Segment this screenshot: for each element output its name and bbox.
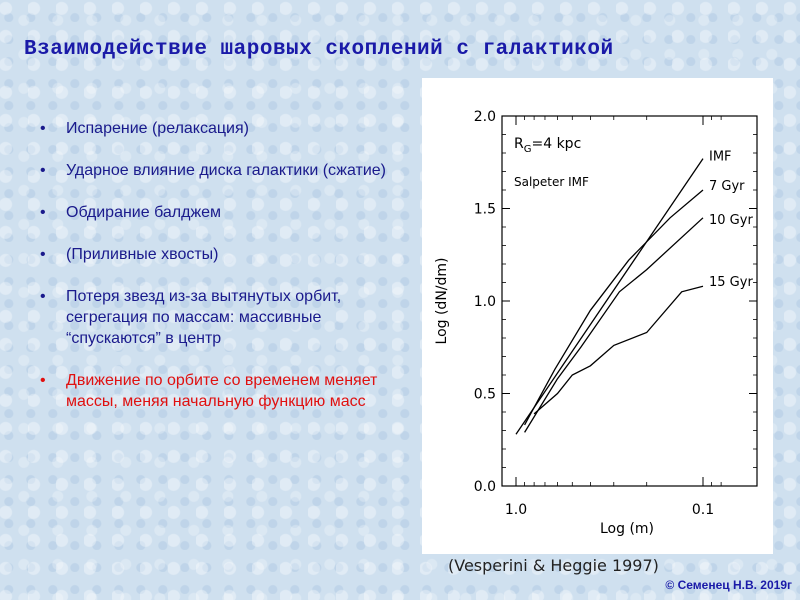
bullet-item: Потеря звезд из-за вытянутых орбит, сегр… bbox=[40, 286, 390, 349]
series-label: IMF bbox=[709, 150, 732, 165]
x-tick-label: 1.0 bbox=[505, 502, 527, 518]
annotation-rg: RG=4 kpc bbox=[514, 136, 581, 155]
y-tick-label: 0.0 bbox=[474, 479, 496, 495]
series-label: 7 Gyr bbox=[709, 179, 745, 194]
annotation-salpeter: Salpeter IMF bbox=[514, 175, 589, 189]
series-lines: IMF 7 Gyr 10 Gyr 15 Gyr bbox=[515, 150, 753, 435]
plot-frame bbox=[501, 115, 758, 487]
citation: (Vesperini & Heggie 1997) bbox=[448, 556, 659, 575]
bullet-item-highlight: Движение по орбите со временем меняет ма… bbox=[40, 370, 390, 412]
series-label: 15 Gyr bbox=[709, 275, 753, 290]
slide-title: Взаимодействие шаровых скоплений с галак… bbox=[24, 38, 614, 61]
y-axis-ticks: 0.0 0.5 1.0 1.5 2.0 bbox=[474, 109, 757, 495]
bullet-item: (Приливные хвосты) bbox=[40, 244, 390, 265]
x-axis-label: Log (m) bbox=[600, 521, 654, 537]
series-line-7-gyr bbox=[524, 189, 704, 426]
bullet-item: Испарение (релаксация) bbox=[40, 118, 390, 139]
series-line-15-gyr bbox=[533, 285, 704, 415]
bullet-item: Ударное влияние диска галактики (сжатие) bbox=[40, 160, 390, 181]
mass-function-plot: 0.0 0.5 1.0 1.5 2.0 1.0 0.1 IMF 7 Gyr 10 Gyr 15 … bbox=[422, 78, 773, 554]
y-tick-label: 1.0 bbox=[474, 294, 496, 310]
chart-svg: 0.0 0.5 1.0 1.5 2.0 1.0 0.1 IMF 7 Gyr 10 Gyr 15 … bbox=[434, 109, 758, 537]
x-tick-label: 0.1 bbox=[692, 502, 714, 518]
y-tick-label: 1.5 bbox=[474, 202, 496, 218]
series-label: 10 Gyr bbox=[709, 213, 753, 228]
y-axis-label: Log (dN/dm) bbox=[434, 258, 450, 345]
bullet-list: Испарение (релаксация) Ударное влияние д… bbox=[40, 118, 390, 433]
copyright: © Семенец Н.В. 2019г bbox=[665, 578, 792, 592]
y-tick-label: 0.5 bbox=[474, 387, 496, 403]
series-line-10-gyr bbox=[524, 217, 704, 433]
x-axis-ticks: 1.0 0.1 bbox=[505, 116, 722, 518]
series-line-imf bbox=[515, 158, 704, 435]
y-tick-label: 2.0 bbox=[474, 109, 496, 125]
bullet-item: Обдирание балджем bbox=[40, 202, 390, 223]
